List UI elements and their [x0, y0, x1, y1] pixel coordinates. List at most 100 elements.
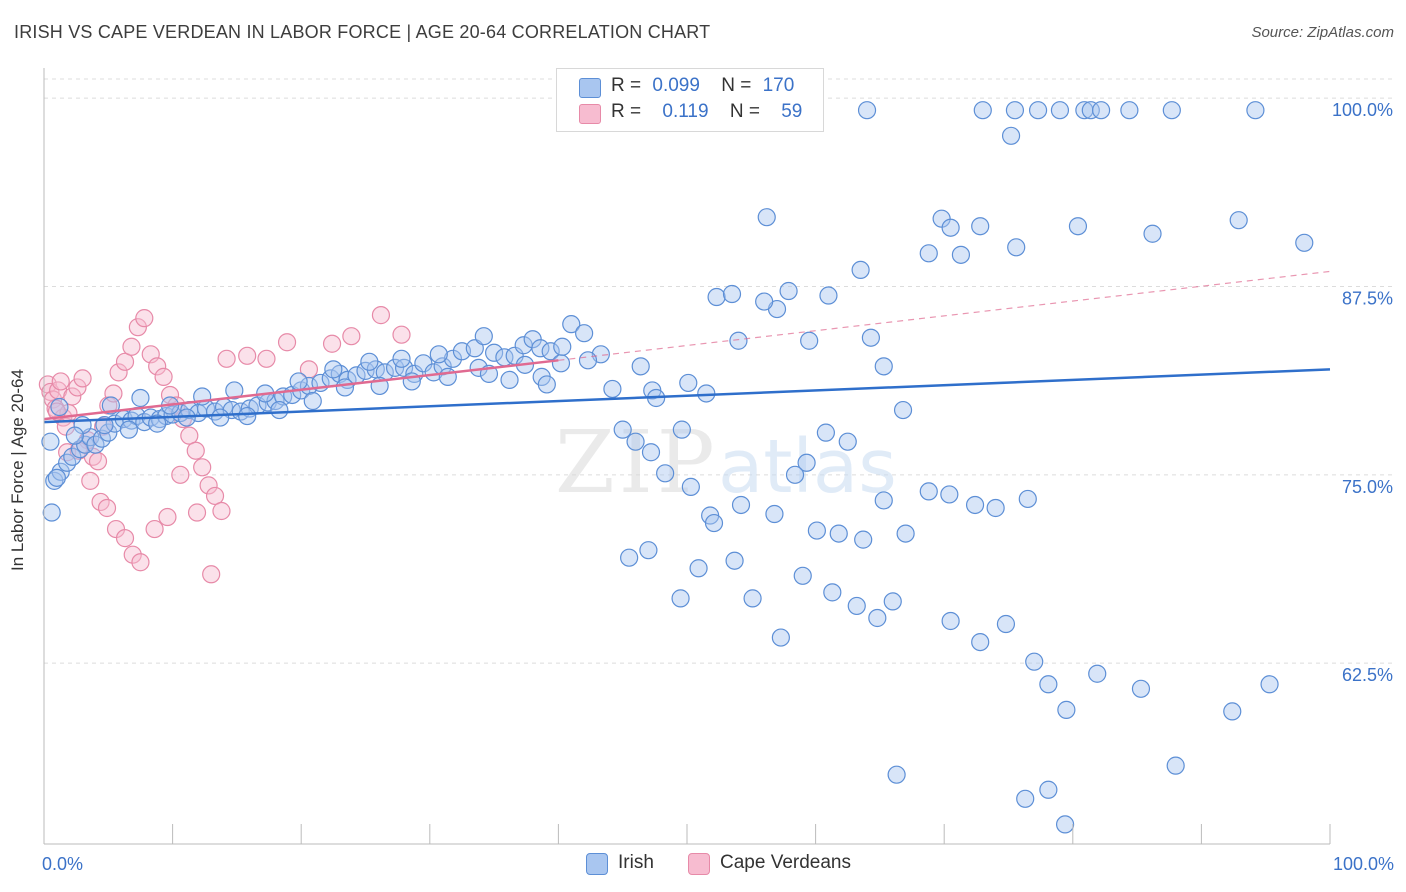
- irish-point: [874, 357, 893, 376]
- irish-point: [211, 408, 230, 427]
- irish-point: [47, 468, 66, 487]
- x-tick-label: 0.0%: [42, 854, 83, 874]
- irish-point: [1246, 101, 1265, 120]
- irish-point: [562, 315, 581, 334]
- irish-point: [973, 101, 992, 120]
- legend-swatch-cape-verdeans: [688, 853, 710, 875]
- legend-n-value-irish: 170: [762, 75, 795, 96]
- irish-point: [854, 530, 873, 549]
- irish-point: [779, 281, 798, 301]
- irish-point: [438, 367, 457, 386]
- cape-verdean-trend-extension: [558, 270, 1331, 361]
- irish-point: [707, 287, 726, 307]
- cape-verdean-point: [123, 545, 142, 564]
- cape-verdean-point: [180, 426, 199, 445]
- irish-point: [1162, 101, 1181, 120]
- irish-point: [578, 351, 598, 370]
- irish-point: [656, 464, 675, 483]
- irish-point: [847, 596, 866, 616]
- irish-point: [541, 342, 560, 361]
- irish-point: [672, 420, 691, 439]
- irish-point: [551, 354, 571, 373]
- cape-verdean-point: [73, 369, 92, 388]
- irish-point: [874, 491, 893, 510]
- legend-label-irish: Irish: [618, 852, 654, 873]
- y-tick-label: 62.5%: [1342, 665, 1393, 685]
- irish-point: [887, 765, 906, 784]
- correlation-legend: R = 0.099 N = 170 R = 0.119 N = 59: [556, 68, 824, 132]
- irish-point: [429, 345, 448, 364]
- irish-point: [940, 485, 959, 504]
- cape-verdean-point: [187, 503, 207, 522]
- irish-trend-line: [43, 368, 1331, 424]
- irish-point: [819, 286, 838, 305]
- cape-verdean-point: [193, 458, 212, 477]
- irish-point: [131, 388, 150, 408]
- irish-point: [537, 375, 556, 394]
- irish-point: [1166, 756, 1185, 775]
- irish-point: [65, 426, 84, 445]
- irish-point: [1028, 101, 1048, 120]
- irish-point: [722, 284, 742, 304]
- cape-verdean-point: [81, 471, 100, 490]
- irish-point: [793, 566, 812, 585]
- irish-point: [941, 611, 960, 631]
- irish-point: [335, 378, 355, 397]
- cape-verdean-point: [158, 507, 177, 527]
- irish-point: [1120, 101, 1139, 120]
- trend-lines: [43, 270, 1331, 424]
- irish-point: [919, 244, 938, 263]
- watermark: ZIP atlas: [555, 413, 897, 513]
- irish-point: [603, 379, 622, 399]
- irish-point: [1007, 238, 1026, 257]
- y-tick-label: 100.0%: [1332, 100, 1393, 120]
- chart-title: IRISH VS CAPE VERDEAN IN LABOR FORCE | A…: [14, 22, 711, 42]
- irish-point: [620, 548, 639, 567]
- cape-verdean-point: [257, 349, 276, 368]
- irish-point: [225, 381, 244, 400]
- irish-point: [893, 400, 913, 420]
- irish-point: [785, 465, 805, 484]
- legend-r-label: R =: [611, 101, 642, 122]
- irish-point: [1057, 700, 1076, 719]
- irish-point: [996, 614, 1016, 634]
- irish-point: [465, 339, 484, 358]
- irish-point: [119, 420, 138, 439]
- irish-point: [704, 513, 724, 533]
- irish-point: [816, 423, 835, 442]
- irish-point: [45, 471, 64, 490]
- cape-verdean-point: [115, 352, 135, 371]
- irish-point: [896, 524, 915, 543]
- cape-verdean-point: [115, 529, 135, 548]
- cape-verdean-point: [68, 378, 87, 397]
- irish-point: [679, 373, 698, 393]
- irish-point: [1025, 652, 1044, 671]
- irish-point: [857, 101, 877, 120]
- cape-verdean-point: [392, 325, 411, 344]
- irish-point: [689, 559, 708, 578]
- irish-point: [613, 420, 632, 439]
- irish-point: [755, 292, 774, 311]
- irish-point: [639, 541, 658, 560]
- irish-point: [1223, 702, 1242, 721]
- irish-point: [1055, 815, 1075, 834]
- irish-point: [1229, 211, 1248, 230]
- irish-point: [771, 628, 790, 647]
- cape-verdean-point: [205, 486, 225, 506]
- irish-point: [631, 357, 650, 376]
- cape-verdean-point: [154, 367, 173, 386]
- irish-point: [868, 608, 887, 628]
- cape-verdean-point: [171, 465, 190, 484]
- irish-point: [238, 406, 257, 426]
- irish-point: [303, 391, 322, 411]
- legend-n-label: N =: [729, 101, 760, 122]
- legend-swatch-cape-verdeans: [579, 104, 601, 124]
- irish-point: [1143, 224, 1162, 243]
- cape-verdean-point: [131, 553, 150, 572]
- irish-point: [41, 432, 60, 451]
- irish-point: [1005, 101, 1025, 120]
- irish-point: [531, 339, 550, 358]
- irish-point: [485, 343, 504, 362]
- grid-layer: [44, 78, 1392, 664]
